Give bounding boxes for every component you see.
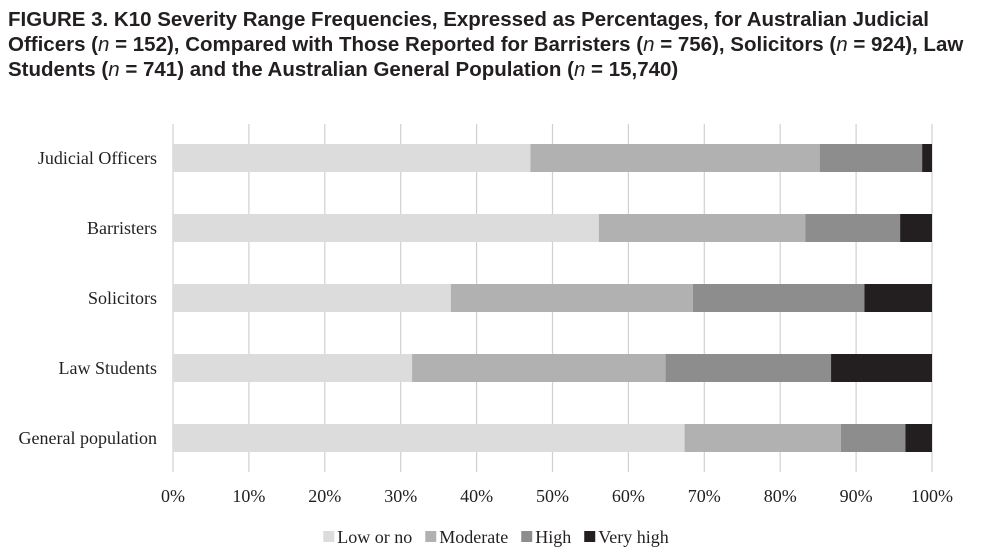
legend-swatch xyxy=(323,531,335,542)
bar-segment xyxy=(905,424,932,452)
bar-segment xyxy=(684,424,841,452)
bar-segment xyxy=(173,424,685,452)
bar-segment xyxy=(530,144,820,172)
x-tick-label: 100% xyxy=(911,486,953,506)
bar-segment xyxy=(173,284,451,312)
x-tick-label: 40% xyxy=(460,486,493,506)
x-tick-labels: 0% 10% 20% 30% 40% 50% 60% 70% 80% 90% 100% xyxy=(161,486,953,506)
x-tick-label: 30% xyxy=(384,486,417,506)
category-label: Barristers xyxy=(87,218,157,238)
bar-segment xyxy=(665,354,832,382)
x-tick-label: 0% xyxy=(161,486,185,506)
legend-label: High xyxy=(535,527,571,547)
chart-title: FIGURE 3. K10 Severity Range Frequencies… xyxy=(8,7,983,82)
bar-segment xyxy=(864,284,932,312)
x-tick-label: 50% xyxy=(536,486,569,506)
legend-label: Low or no xyxy=(337,527,412,547)
category-label: General population xyxy=(19,428,157,448)
x-tick-label: 90% xyxy=(840,486,873,506)
x-tick-label: 80% xyxy=(764,486,797,506)
x-tick-label: 20% xyxy=(308,486,341,506)
legend-label: Moderate xyxy=(439,527,508,547)
legend: Low or no Moderate High Very high xyxy=(323,527,669,547)
bar-segment xyxy=(805,214,901,242)
category-label: Law Students xyxy=(59,358,158,378)
legend-swatch xyxy=(425,531,437,542)
bar-segment xyxy=(922,144,932,172)
legend-label: Very high xyxy=(598,527,669,547)
bar-segment xyxy=(412,354,666,382)
bar-segment xyxy=(819,144,923,172)
bar-segment xyxy=(831,354,932,382)
bars xyxy=(173,144,932,452)
bar-segment xyxy=(173,214,599,242)
legend-swatch xyxy=(584,531,596,542)
legend-swatch xyxy=(521,531,533,542)
x-tick-label: 60% xyxy=(612,486,645,506)
bar-segment xyxy=(840,424,906,452)
bar-segment xyxy=(598,214,806,242)
bar-segment xyxy=(900,214,932,242)
category-labels: Judicial Officers Barristers Solicitors Law… xyxy=(19,148,157,448)
category-label: Solicitors xyxy=(88,288,157,308)
x-tick-label: 70% xyxy=(688,486,721,506)
bar-segment xyxy=(173,144,531,172)
chart-title-text: FIGURE 3. K10 Severity Range Frequencies… xyxy=(8,8,964,81)
category-label: Judicial Officers xyxy=(38,148,157,168)
x-tick-label: 10% xyxy=(232,486,265,506)
bar-segment xyxy=(173,354,413,382)
bar-segment xyxy=(692,284,865,312)
bar-segment xyxy=(450,284,693,312)
